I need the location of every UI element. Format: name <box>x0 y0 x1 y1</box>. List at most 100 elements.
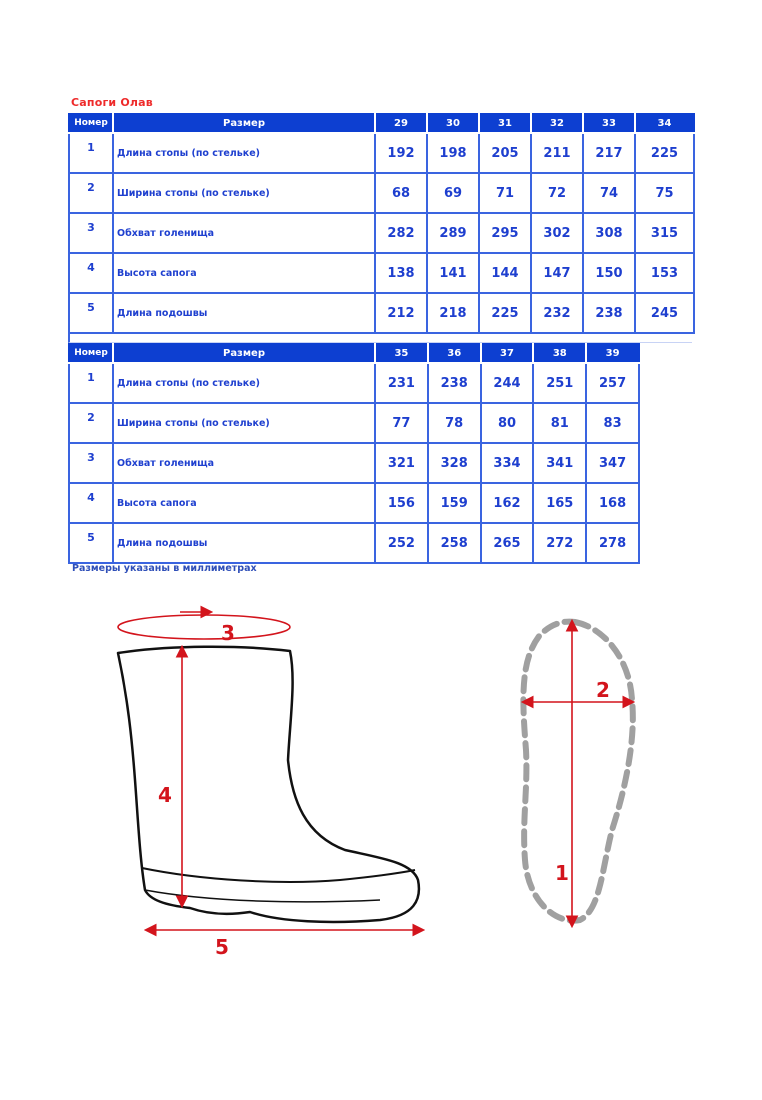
cell-value: 71 <box>478 172 532 214</box>
cell-value: 165 <box>532 482 588 524</box>
cell-value: 238 <box>426 362 482 404</box>
table-row: 2 Ширина стопы (по стельке) 77 78 80 81 83 <box>68 402 640 444</box>
insole-illustration <box>520 618 636 924</box>
cell-value: 80 <box>479 402 535 444</box>
row-label: Ширина стопы (по стельке) <box>112 402 376 444</box>
label-sole-length: 5 <box>215 935 229 959</box>
label-foot-width: 2 <box>596 678 610 702</box>
cell-value: 258 <box>426 522 482 564</box>
header-size: Размер <box>112 343 376 364</box>
cell-value: 245 <box>634 292 695 334</box>
table-row: 3 Обхват голенища 282 289 295 302 308 315 <box>68 212 695 254</box>
table-row: 4 Высота сапога 156 159 162 165 168 <box>68 482 640 524</box>
row-number: 5 <box>68 292 114 334</box>
header-size-38: 38 <box>532 343 588 364</box>
cell-value: 315 <box>634 212 695 254</box>
cell-value: 77 <box>374 402 429 444</box>
cell-value: 218 <box>426 292 480 334</box>
cell-value: 347 <box>585 442 640 484</box>
header-size-35: 35 <box>374 343 429 364</box>
header-size-34: 34 <box>634 113 695 134</box>
cell-value: 147 <box>530 252 584 294</box>
cell-value: 141 <box>426 252 480 294</box>
row-number: 3 <box>68 212 114 254</box>
cell-value: 257 <box>585 362 640 404</box>
cell-value: 168 <box>585 482 640 524</box>
row-number: 1 <box>68 132 114 174</box>
label-boot-height: 4 <box>158 783 172 807</box>
row-label: Длина подошвы <box>112 292 376 334</box>
row-label: Длина подошвы <box>112 522 376 564</box>
header-size-39: 39 <box>585 343 640 364</box>
cell-value: 334 <box>479 442 535 484</box>
row-number: 1 <box>68 362 114 404</box>
header-number: Номер <box>68 343 114 364</box>
cell-value: 321 <box>374 442 429 484</box>
cell-value: 150 <box>582 252 636 294</box>
header-size-32: 32 <box>530 113 584 134</box>
cell-value: 217 <box>582 132 636 174</box>
table-row: 1 Длина стопы (по стельке) 192 198 205 211 217… <box>68 132 695 174</box>
header-size-37: 37 <box>479 343 535 364</box>
table-row: 2 Ширина стопы (по стельке) 68 69 71 72 74 75 <box>68 172 695 214</box>
table-header-row: Номер Размер 35 36 37 38 39 <box>68 343 640 364</box>
row-number: 2 <box>68 172 114 214</box>
cell-value: 265 <box>479 522 535 564</box>
cell-value: 198 <box>426 132 480 174</box>
row-number: 2 <box>68 402 114 444</box>
cell-value: 68 <box>374 172 428 214</box>
row-number: 4 <box>68 482 114 524</box>
cell-value: 144 <box>478 252 532 294</box>
cell-value: 162 <box>479 482 535 524</box>
cell-value: 302 <box>530 212 584 254</box>
cell-value: 328 <box>426 442 482 484</box>
header-size-33: 33 <box>582 113 636 134</box>
row-label: Ширина стопы (по стельке) <box>112 172 376 214</box>
row-number: 5 <box>68 522 114 564</box>
header-size-29: 29 <box>374 113 428 134</box>
cell-value: 252 <box>374 522 429 564</box>
product-title: Сапоги Олав <box>71 96 153 109</box>
cell-value: 272 <box>532 522 588 564</box>
size-table-2: Номер Размер 35 36 37 38 39 1 Длина стопы (по с… <box>68 343 640 564</box>
header-size-36: 36 <box>426 343 482 364</box>
cell-value: 232 <box>530 292 584 334</box>
cell-value: 192 <box>374 132 428 174</box>
table-row: 5 Длина подошвы 212 218 225 232 238 245 <box>68 292 695 334</box>
measurement-arrows <box>117 605 636 937</box>
cell-value: 278 <box>585 522 640 564</box>
cell-value: 75 <box>634 172 695 214</box>
table-divider <box>68 325 692 343</box>
cell-value: 83 <box>585 402 640 444</box>
units-note: Размеры указаны в миллиметрах <box>72 563 257 574</box>
row-label: Высота сапога <box>112 482 376 524</box>
cell-value: 238 <box>582 292 636 334</box>
cell-value: 72 <box>530 172 584 214</box>
row-label: Высота сапога <box>112 252 376 294</box>
header-number: Номер <box>68 113 114 134</box>
cell-value: 212 <box>374 292 428 334</box>
size-table-1: Номер Размер 29 30 31 32 33 34 1 Длина стопы (по… <box>68 113 695 334</box>
cell-value: 289 <box>426 212 480 254</box>
table-row: 5 Длина подошвы 252 258 265 272 278 <box>68 522 640 564</box>
cell-value: 295 <box>478 212 532 254</box>
cell-value: 74 <box>582 172 636 214</box>
cell-value: 205 <box>478 132 532 174</box>
header-size-31: 31 <box>478 113 532 134</box>
cell-value: 231 <box>374 362 429 404</box>
row-label: Длина стопы (по стельке) <box>112 132 376 174</box>
cell-value: 78 <box>426 402 482 444</box>
cell-value: 69 <box>426 172 480 214</box>
cell-value: 282 <box>374 212 428 254</box>
cell-value: 308 <box>582 212 636 254</box>
cell-value: 153 <box>634 252 695 294</box>
cell-value: 225 <box>634 132 695 174</box>
cell-value: 244 <box>479 362 535 404</box>
cell-value: 341 <box>532 442 588 484</box>
cell-value: 159 <box>426 482 482 524</box>
label-foot-length: 1 <box>555 861 569 885</box>
label-shaft-girth: 3 <box>221 621 235 645</box>
row-label: Обхват голенища <box>112 442 376 484</box>
table-row: 3 Обхват голенища 321 328 334 341 347 <box>68 442 640 484</box>
row-number: 4 <box>68 252 114 294</box>
